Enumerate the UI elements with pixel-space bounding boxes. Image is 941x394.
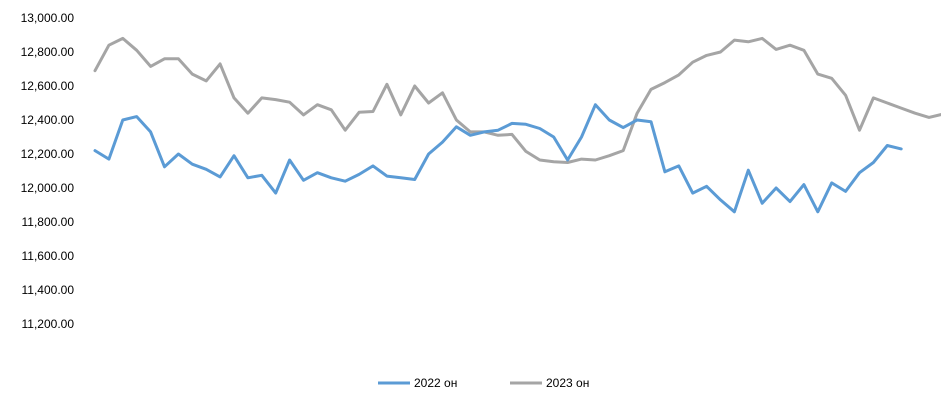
legend-label-2023: 2023 он xyxy=(546,376,589,390)
series-line-2023 xyxy=(93,36,941,164)
y-tick-label: 12,400.00 xyxy=(21,113,75,127)
y-tick-label: 12,000.00 xyxy=(21,181,75,195)
y-axis: 13,000.00 12,800.00 12,600.00 12,400.00 12,2… xyxy=(21,11,75,331)
y-tick-label: 11,200.00 xyxy=(22,317,75,331)
y-tick-label: 12,800.00 xyxy=(21,45,75,59)
y-tick-label: 11,600.00 xyxy=(22,249,75,263)
y-tick-label: 12,600.00 xyxy=(21,79,75,93)
series-lines xyxy=(93,36,941,214)
y-tick-label: 11,400.00 xyxy=(22,283,75,297)
y-tick-label: 12,200.00 xyxy=(21,147,75,161)
y-tick-label: 13,000.00 xyxy=(21,11,75,25)
legend-label-2022: 2022 он xyxy=(414,376,457,390)
y-tick-label: 11,800.00 xyxy=(22,215,75,229)
series-line-2022 xyxy=(93,103,903,214)
legend: 2022 он 2023 он xyxy=(378,376,589,390)
